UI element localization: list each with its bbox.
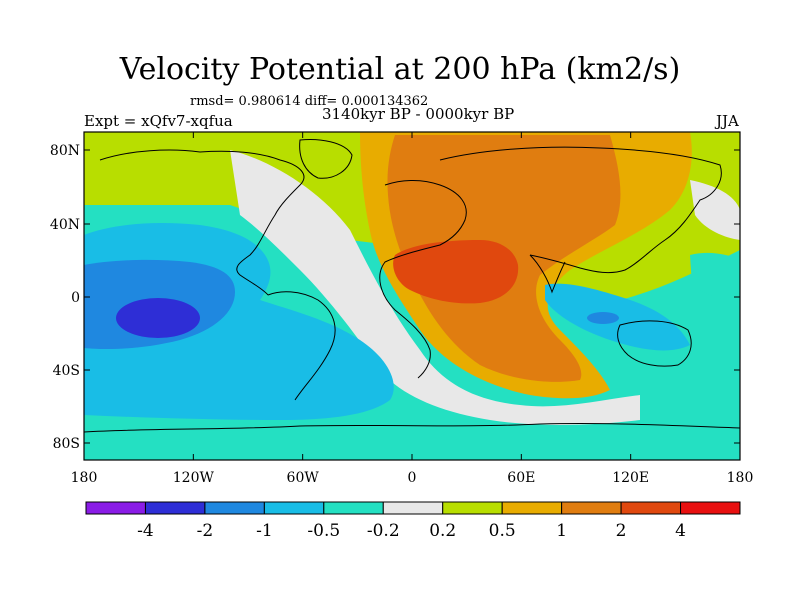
lon-tick-label: 180 [71, 470, 98, 486]
lat-tick-label: 40S [53, 363, 80, 379]
coast-india [529, 254, 566, 294]
colorbar-swatch [263, 501, 325, 515]
colorbar-label: 2 [616, 521, 627, 541]
colorbar-swatch [204, 501, 265, 515]
colorbar-label: -2 [197, 521, 214, 541]
field-zero-americas [230, 150, 640, 425]
colorbar-label: 0.2 [429, 521, 456, 541]
coastlines [84, 139, 740, 433]
coast-south-america [267, 291, 336, 401]
period-label: 3140kyr BP - 0000kyr BP [322, 105, 515, 123]
lon-tick-label: 60W [287, 470, 320, 486]
lat-tick-label: 40N [50, 217, 80, 233]
colorbar-label: -0.2 [367, 521, 400, 541]
colorbar-label: 1 [556, 521, 567, 541]
colorbar-label: 0.5 [489, 521, 516, 541]
lat-tick-label: 80N [50, 143, 80, 159]
lat-tick-label: 0 [71, 290, 80, 306]
field-zero-pacific-ne [690, 180, 740, 240]
coast-greenland [299, 139, 353, 179]
coast-australia [617, 320, 692, 367]
longitude-axis: 180 120W 60W 0 60E 120E 180 [71, 132, 754, 486]
map-title: Velocity Potential at 200 hPa (km2/s) [119, 52, 681, 87]
colorbar-label: -4 [137, 521, 154, 541]
colorbar-swatch [561, 501, 622, 515]
colorbar-swatch [680, 501, 741, 515]
lat-tick-label: 80S [53, 436, 80, 452]
experiment-label: Expt = xQfv7-xqfua [84, 112, 233, 130]
colorbar-swatch [144, 501, 206, 515]
season-label: JJA [716, 112, 739, 130]
field-neg2-core [116, 298, 200, 338]
coast-europe-africa [379, 180, 467, 379]
colorbar-label: -0.5 [307, 521, 340, 541]
colorbar-swatch [323, 501, 384, 515]
latitude-axis: 80N 40N 0 40S 80S [50, 143, 740, 452]
field-neg02-east [690, 252, 740, 301]
colorbar-label: -1 [256, 521, 273, 541]
lon-tick-label: 0 [408, 470, 417, 486]
stats-subtitle: rmsd= 0.980614 diff= 0.000134362 [190, 94, 429, 109]
contour-fields [84, 132, 740, 460]
colorbar: -4 -2 -1 -0.5 -0.2 0.2 0.5 1 2 4 [85, 501, 741, 541]
colorbar-swatch [85, 501, 146, 515]
coast-antarctica [84, 422, 740, 433]
lon-tick-label: 120E [612, 470, 649, 486]
colorbar-swatch [501, 501, 563, 515]
lon-tick-label: 120W [173, 470, 215, 486]
lon-tick-label: 60E [507, 470, 535, 486]
coast-asia [439, 146, 722, 274]
colorbar-swatch [442, 501, 503, 515]
lon-tick-label: 180 [727, 470, 754, 486]
field-neg1-maritime [587, 312, 619, 324]
coast-north-america [99, 149, 305, 296]
colorbar-swatch [382, 501, 444, 515]
field-pos2-core [393, 240, 519, 304]
colorbar-label: 4 [675, 521, 686, 541]
colorbar-swatch [620, 501, 682, 515]
